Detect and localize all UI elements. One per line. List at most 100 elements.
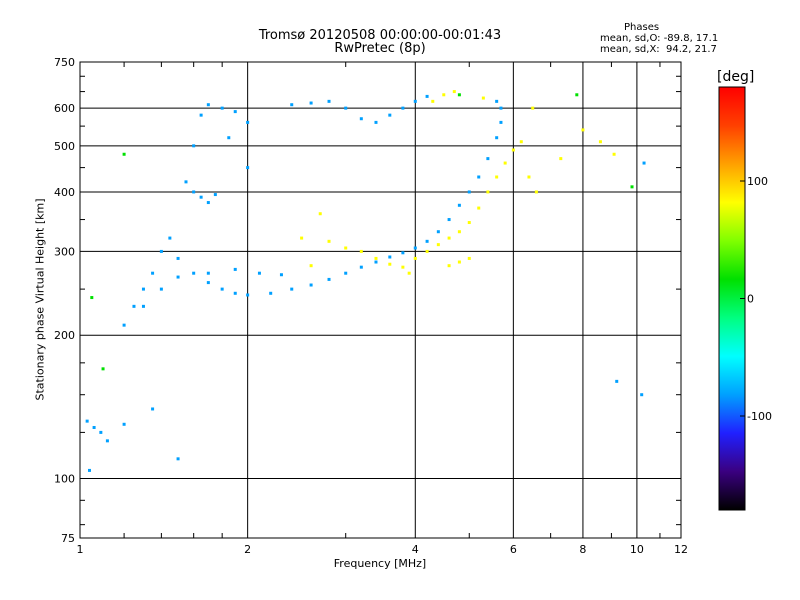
data-point	[401, 106, 405, 110]
data-point	[344, 246, 348, 250]
data-point	[499, 106, 503, 110]
data-point	[457, 230, 461, 234]
data-point	[581, 128, 585, 132]
grid-lines	[80, 62, 681, 538]
data-point	[206, 103, 210, 107]
x-tick-label: 6	[510, 543, 517, 556]
data-point	[486, 157, 490, 161]
data-point	[413, 246, 417, 250]
data-point	[575, 93, 579, 97]
chart-title: Tromsø 20120508 00:00:00-00:01:43	[258, 28, 502, 43]
colorbar-label: [deg]	[717, 69, 755, 85]
data-point	[481, 96, 485, 100]
data-point	[309, 283, 313, 287]
data-point	[192, 271, 196, 275]
data-point	[499, 120, 503, 124]
data-point	[559, 157, 563, 161]
colorbar-ticks: 100 0 -100	[740, 175, 772, 423]
data-point	[132, 304, 136, 308]
data-point	[431, 99, 435, 103]
data-point	[534, 190, 538, 194]
data-point	[269, 291, 273, 295]
data-point	[495, 99, 499, 103]
data-point	[531, 106, 535, 110]
data-point	[503, 161, 507, 165]
data-point	[447, 218, 451, 222]
data-point	[640, 393, 644, 397]
data-point	[495, 136, 499, 140]
x-tick-label: 2	[244, 543, 251, 556]
data-point	[151, 271, 155, 275]
data-point	[452, 90, 456, 94]
y-tick-label: 750	[54, 56, 75, 69]
data-point	[159, 287, 163, 291]
data-point	[327, 99, 331, 103]
data-point	[612, 152, 616, 156]
data-point	[151, 407, 155, 411]
data-point	[630, 185, 634, 189]
data-point	[477, 175, 481, 179]
phases-heading: Phases	[624, 22, 660, 33]
data-point	[290, 287, 294, 291]
x-tick-label: 1	[77, 543, 84, 556]
data-point	[233, 291, 237, 295]
data-point	[477, 206, 481, 210]
data-point	[122, 152, 126, 156]
data-point	[527, 175, 531, 179]
data-point	[519, 140, 523, 144]
data-point	[309, 101, 313, 105]
colorbar-tick-label: 100	[747, 175, 768, 188]
data-point	[206, 271, 210, 275]
data-point	[598, 140, 602, 144]
data-point	[85, 419, 89, 423]
data-point	[467, 190, 471, 194]
x-tick-label: 8	[579, 543, 586, 556]
data-point	[87, 468, 91, 472]
data-point	[257, 271, 261, 275]
data-point	[246, 166, 250, 170]
data-point	[184, 180, 188, 184]
data-point	[233, 267, 237, 271]
data-point	[199, 113, 203, 117]
data-points	[85, 90, 646, 472]
data-point	[105, 439, 109, 443]
x-tick-label: 10	[630, 543, 644, 556]
data-point	[246, 293, 250, 297]
data-point	[290, 103, 294, 107]
plot-frame	[79, 61, 682, 539]
data-point	[425, 249, 429, 253]
y-tick-label: 100	[54, 473, 75, 486]
data-point	[92, 425, 96, 429]
data-point	[447, 236, 451, 240]
data-point	[233, 110, 237, 114]
colorbar-tick-label: 0	[747, 293, 754, 306]
data-point	[374, 260, 378, 264]
axis-ticks	[80, 62, 681, 538]
y-tick-label: 200	[54, 329, 75, 342]
colorbar-tick-label: -100	[747, 410, 772, 423]
data-point	[442, 93, 446, 97]
y-tick-label: 600	[54, 102, 75, 115]
data-point	[309, 264, 313, 268]
data-point	[141, 304, 145, 308]
data-point	[176, 457, 180, 461]
chart-subtitle: RwPretec (8p)	[334, 41, 426, 56]
data-point	[359, 117, 363, 121]
data-point	[425, 239, 429, 243]
data-point	[374, 256, 378, 260]
data-point	[220, 106, 224, 110]
y-tick-label: 500	[54, 140, 75, 153]
x-tick-label: 12	[674, 543, 688, 556]
data-point	[413, 256, 417, 260]
data-point	[457, 260, 461, 264]
data-point	[359, 265, 363, 269]
data-point	[122, 323, 126, 327]
data-point	[192, 144, 196, 148]
data-point	[425, 94, 429, 98]
x-tick-label: 4	[412, 543, 419, 556]
data-point	[327, 277, 331, 281]
data-point	[467, 221, 471, 225]
data-point	[401, 265, 405, 269]
data-point	[401, 251, 405, 255]
